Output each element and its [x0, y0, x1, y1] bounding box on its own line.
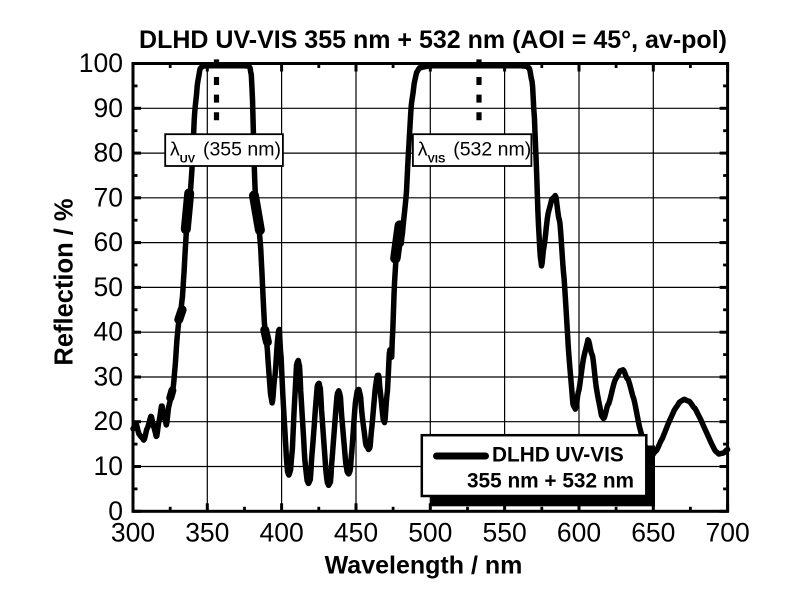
svg-text:100: 100 — [79, 48, 123, 78]
svg-text:20: 20 — [94, 406, 123, 436]
svg-text:355 nm + 532 nm: 355 nm + 532 nm — [467, 469, 634, 492]
svg-text:DLHD UV-VIS 355 nm + 532 nm (A: DLHD UV-VIS 355 nm + 532 nm (AOI = 45°, … — [139, 26, 727, 54]
svg-text:350: 350 — [185, 518, 229, 548]
svg-text:10: 10 — [94, 451, 123, 481]
svg-text:550: 550 — [482, 518, 526, 548]
svg-text:700: 700 — [705, 518, 749, 548]
svg-text:70: 70 — [94, 182, 123, 212]
svg-text:60: 60 — [94, 227, 123, 257]
svg-text:500: 500 — [408, 518, 452, 548]
svg-text:300: 300 — [111, 518, 155, 548]
svg-text:400: 400 — [259, 518, 303, 548]
svg-text:40: 40 — [94, 317, 123, 347]
svg-text:650: 650 — [631, 518, 675, 548]
svg-text:DLHD UV-VIS: DLHD UV-VIS — [492, 444, 624, 467]
svg-text:0: 0 — [108, 496, 123, 526]
svg-text:Wavelength / nm: Wavelength / nm — [325, 552, 523, 580]
svg-text:90: 90 — [94, 93, 123, 123]
svg-text:50: 50 — [94, 272, 123, 302]
svg-text:30: 30 — [94, 362, 123, 392]
svg-text:80: 80 — [94, 138, 123, 168]
svg-text:600: 600 — [557, 518, 601, 548]
svg-text:Reflection / %: Reflection / % — [51, 198, 79, 365]
svg-text:450: 450 — [334, 518, 378, 548]
